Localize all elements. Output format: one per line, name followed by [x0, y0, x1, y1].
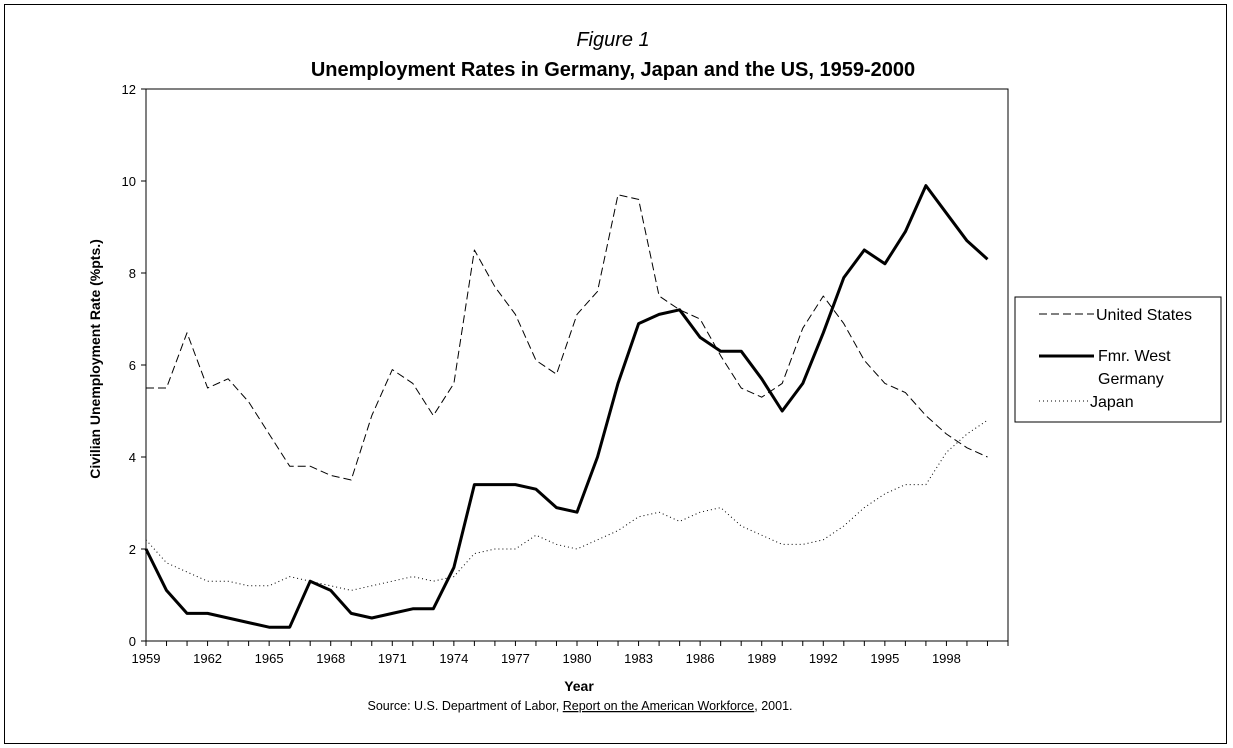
x-tick-label: 1962	[193, 651, 222, 666]
series-layer	[144, 184, 989, 629]
series-line-japan	[145, 419, 988, 591]
x-axis-label: Year	[564, 678, 594, 694]
legend-label-germany: Fmr. West Germany	[1098, 348, 1175, 388]
x-tick-label: 1995	[870, 651, 899, 666]
y-tick-label: 10	[122, 174, 136, 189]
y-tick-label: 8	[129, 266, 136, 281]
x-tick-label: 1974	[439, 651, 468, 666]
source-suffix: , 2001.	[754, 699, 792, 713]
x-tick-label: 1968	[316, 651, 345, 666]
legend-label-germany-line2: Germany	[1098, 371, 1164, 388]
x-tick-label: 1977	[501, 651, 530, 666]
x-tick-label: 1998	[932, 651, 961, 666]
y-tick-label: 0	[129, 634, 136, 649]
y-tick-label: 12	[122, 82, 136, 97]
series-line-fmr-west-germany	[144, 184, 989, 629]
chart-svg: Figure 1 Unemployment Rates in Germany, …	[87, 29, 1222, 713]
x-tick-label: 1986	[686, 651, 715, 666]
x-tick-label: 1971	[378, 651, 407, 666]
legend: United States Fmr. West Germany Japan	[1014, 296, 1222, 423]
x-tick-label: 1965	[255, 651, 284, 666]
x-tick-label: 1989	[747, 651, 776, 666]
figure-label: Figure 1	[576, 29, 649, 51]
source-report-title: Report on the American Workforce	[563, 699, 755, 713]
x-tick-label: 1959	[132, 651, 161, 666]
source-note: Source: U.S. Department of Labor, Report…	[367, 699, 792, 713]
series-line-united-states	[146, 194, 988, 481]
legend-label-japan: Japan	[1090, 394, 1134, 411]
source-prefix: Source: U.S. Department of Labor,	[367, 699, 562, 713]
y-tick-label: 2	[129, 542, 136, 557]
legend-box	[1014, 296, 1222, 423]
legend-label-us: United States	[1096, 307, 1192, 324]
y-axis: 0 2 4 6 8 10 12	[122, 82, 146, 649]
chart-frame: Figure 1 Unemployment Rates in Germany, …	[4, 4, 1227, 744]
y-tick-label: 4	[129, 450, 136, 465]
legend-label-germany-line1: Fmr. West	[1098, 348, 1171, 365]
plot-area	[145, 88, 1009, 642]
x-axis: 1959 1962 1965 1968 1971 1974 1977 1980 1983 1986…	[132, 641, 1009, 666]
x-tick-label: 1983	[624, 651, 653, 666]
x-tick-label: 1980	[563, 651, 592, 666]
x-tick-label: 1992	[809, 651, 838, 666]
y-tick-label: 6	[129, 358, 136, 373]
y-axis-label: Civilian Unemployment Rate (%pts.)	[87, 239, 103, 479]
chart-title: Unemployment Rates in Germany, Japan and…	[311, 59, 915, 81]
